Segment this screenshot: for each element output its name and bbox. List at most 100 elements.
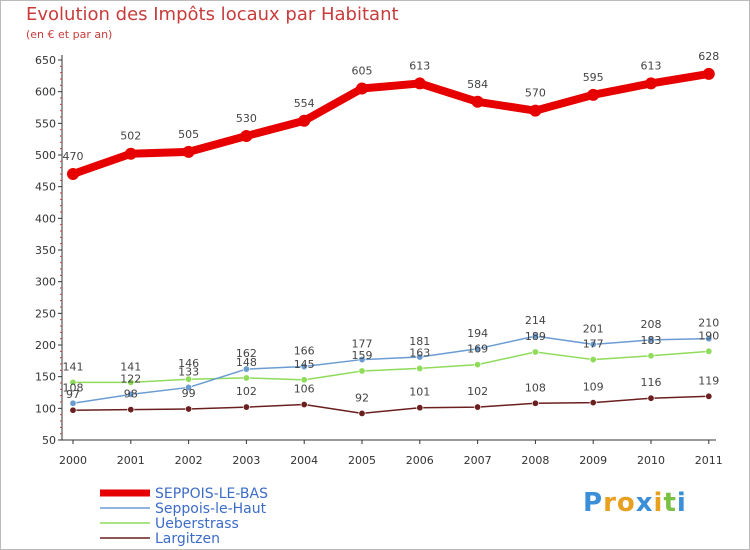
y-tick-label: 100	[35, 402, 56, 415]
data-point	[416, 353, 424, 361]
data-point	[69, 378, 77, 386]
data-label: 570	[525, 87, 546, 100]
y-tick-label: 150	[35, 371, 56, 384]
data-point	[127, 390, 135, 398]
x-tick-label: 2010	[637, 454, 665, 467]
y-tick-label: 350	[35, 244, 56, 257]
data-label: 99	[182, 387, 196, 400]
data-point	[647, 336, 655, 344]
logo-letter: P	[583, 488, 604, 518]
chart-title: Evolution des Impôts locaux par Habitant	[26, 4, 399, 25]
data-label: 163	[409, 346, 430, 359]
data-point	[474, 345, 482, 353]
data-point	[531, 332, 539, 340]
data-point	[416, 404, 424, 412]
logo-letter: i	[653, 488, 664, 518]
data-label: 101	[409, 386, 430, 399]
data-point	[185, 375, 193, 383]
data-point	[645, 77, 657, 90]
logo-letter: i	[676, 488, 687, 518]
proxiti-logo: Proxiti	[583, 488, 687, 518]
series-line	[72, 350, 710, 384]
data-label: 177	[352, 338, 373, 351]
logo-letter: o	[616, 488, 636, 518]
data-point	[705, 335, 713, 343]
data-point	[356, 82, 368, 95]
data-point	[474, 403, 482, 411]
data-label: 109	[583, 381, 604, 394]
data-point	[531, 399, 539, 407]
data-point	[185, 383, 193, 391]
data-label: 102	[236, 385, 257, 398]
data-label: 162	[236, 347, 257, 360]
y-tick-label: 400	[35, 212, 56, 225]
data-label: 116	[641, 376, 662, 389]
data-label: 194	[467, 327, 488, 340]
x-tick-label: 2005	[348, 454, 376, 467]
y-tick-label: 500	[35, 149, 56, 162]
data-label: 177	[583, 338, 604, 351]
data-label: 102	[467, 385, 488, 398]
data-point	[358, 356, 366, 364]
y-tick-label: 250	[35, 307, 56, 320]
data-point	[358, 367, 366, 375]
data-label: 141	[63, 360, 84, 373]
data-label: 210	[698, 317, 719, 330]
data-point	[471, 95, 484, 108]
data-label: 166	[294, 345, 315, 358]
y-tick-label: 50	[42, 434, 56, 447]
data-point	[127, 378, 135, 386]
data-label: 628	[698, 50, 719, 63]
x-tick-label: 2000	[59, 454, 87, 467]
x-tick-label: 2002	[175, 454, 203, 467]
data-label: 530	[236, 112, 257, 125]
data-label: 189	[525, 330, 546, 343]
y-tick-label: 550	[35, 117, 56, 130]
data-point	[647, 352, 655, 360]
chart-subtitle: (en € et par an)	[26, 28, 113, 41]
data-label: 159	[352, 349, 373, 362]
legend-label: SEPPOIS-LE-BAS	[155, 486, 268, 502]
y-tick-label: 600	[35, 86, 56, 99]
data-label: 146	[178, 357, 199, 370]
data-label: 92	[355, 391, 369, 404]
data-label: 470	[63, 150, 84, 163]
data-point	[69, 399, 77, 407]
data-point	[416, 364, 424, 372]
data-label: 108	[63, 381, 84, 394]
data-label: 502	[120, 130, 141, 143]
y-tick-label: 650	[35, 54, 56, 67]
data-point	[298, 114, 311, 127]
data-point	[240, 130, 253, 142]
data-label: 148	[236, 356, 257, 369]
legend-label: Seppois-le-Haut	[155, 501, 267, 517]
series-3	[69, 392, 713, 417]
data-label: 181	[409, 335, 430, 348]
data-label: 141	[120, 360, 141, 373]
data-label: 169	[467, 343, 488, 356]
logo-letter: t	[663, 488, 677, 518]
legend-label: Largitzen	[155, 531, 220, 547]
data-point	[589, 399, 597, 407]
data-label: 605	[352, 65, 373, 78]
data-label: 190	[698, 329, 719, 342]
x-tick-label: 2006	[406, 454, 434, 467]
series-1	[69, 332, 713, 407]
data-point	[589, 356, 597, 364]
y-tick-label: 450	[35, 181, 56, 194]
data-point	[300, 401, 308, 409]
data-point	[242, 374, 250, 382]
data-label: 201	[583, 322, 604, 335]
x-tick-label: 2001	[117, 454, 145, 467]
data-label: 108	[525, 381, 546, 394]
data-label: 183	[641, 334, 662, 347]
logo-letter: x	[635, 488, 654, 518]
x-tick-label: 2003	[232, 454, 260, 467]
legend-label: Ueberstrass	[155, 516, 239, 532]
data-point	[67, 168, 79, 180]
data-point	[242, 403, 250, 411]
data-point	[127, 406, 135, 414]
data-point	[242, 365, 250, 373]
data-label: 554	[294, 97, 315, 110]
data-point	[647, 394, 655, 402]
